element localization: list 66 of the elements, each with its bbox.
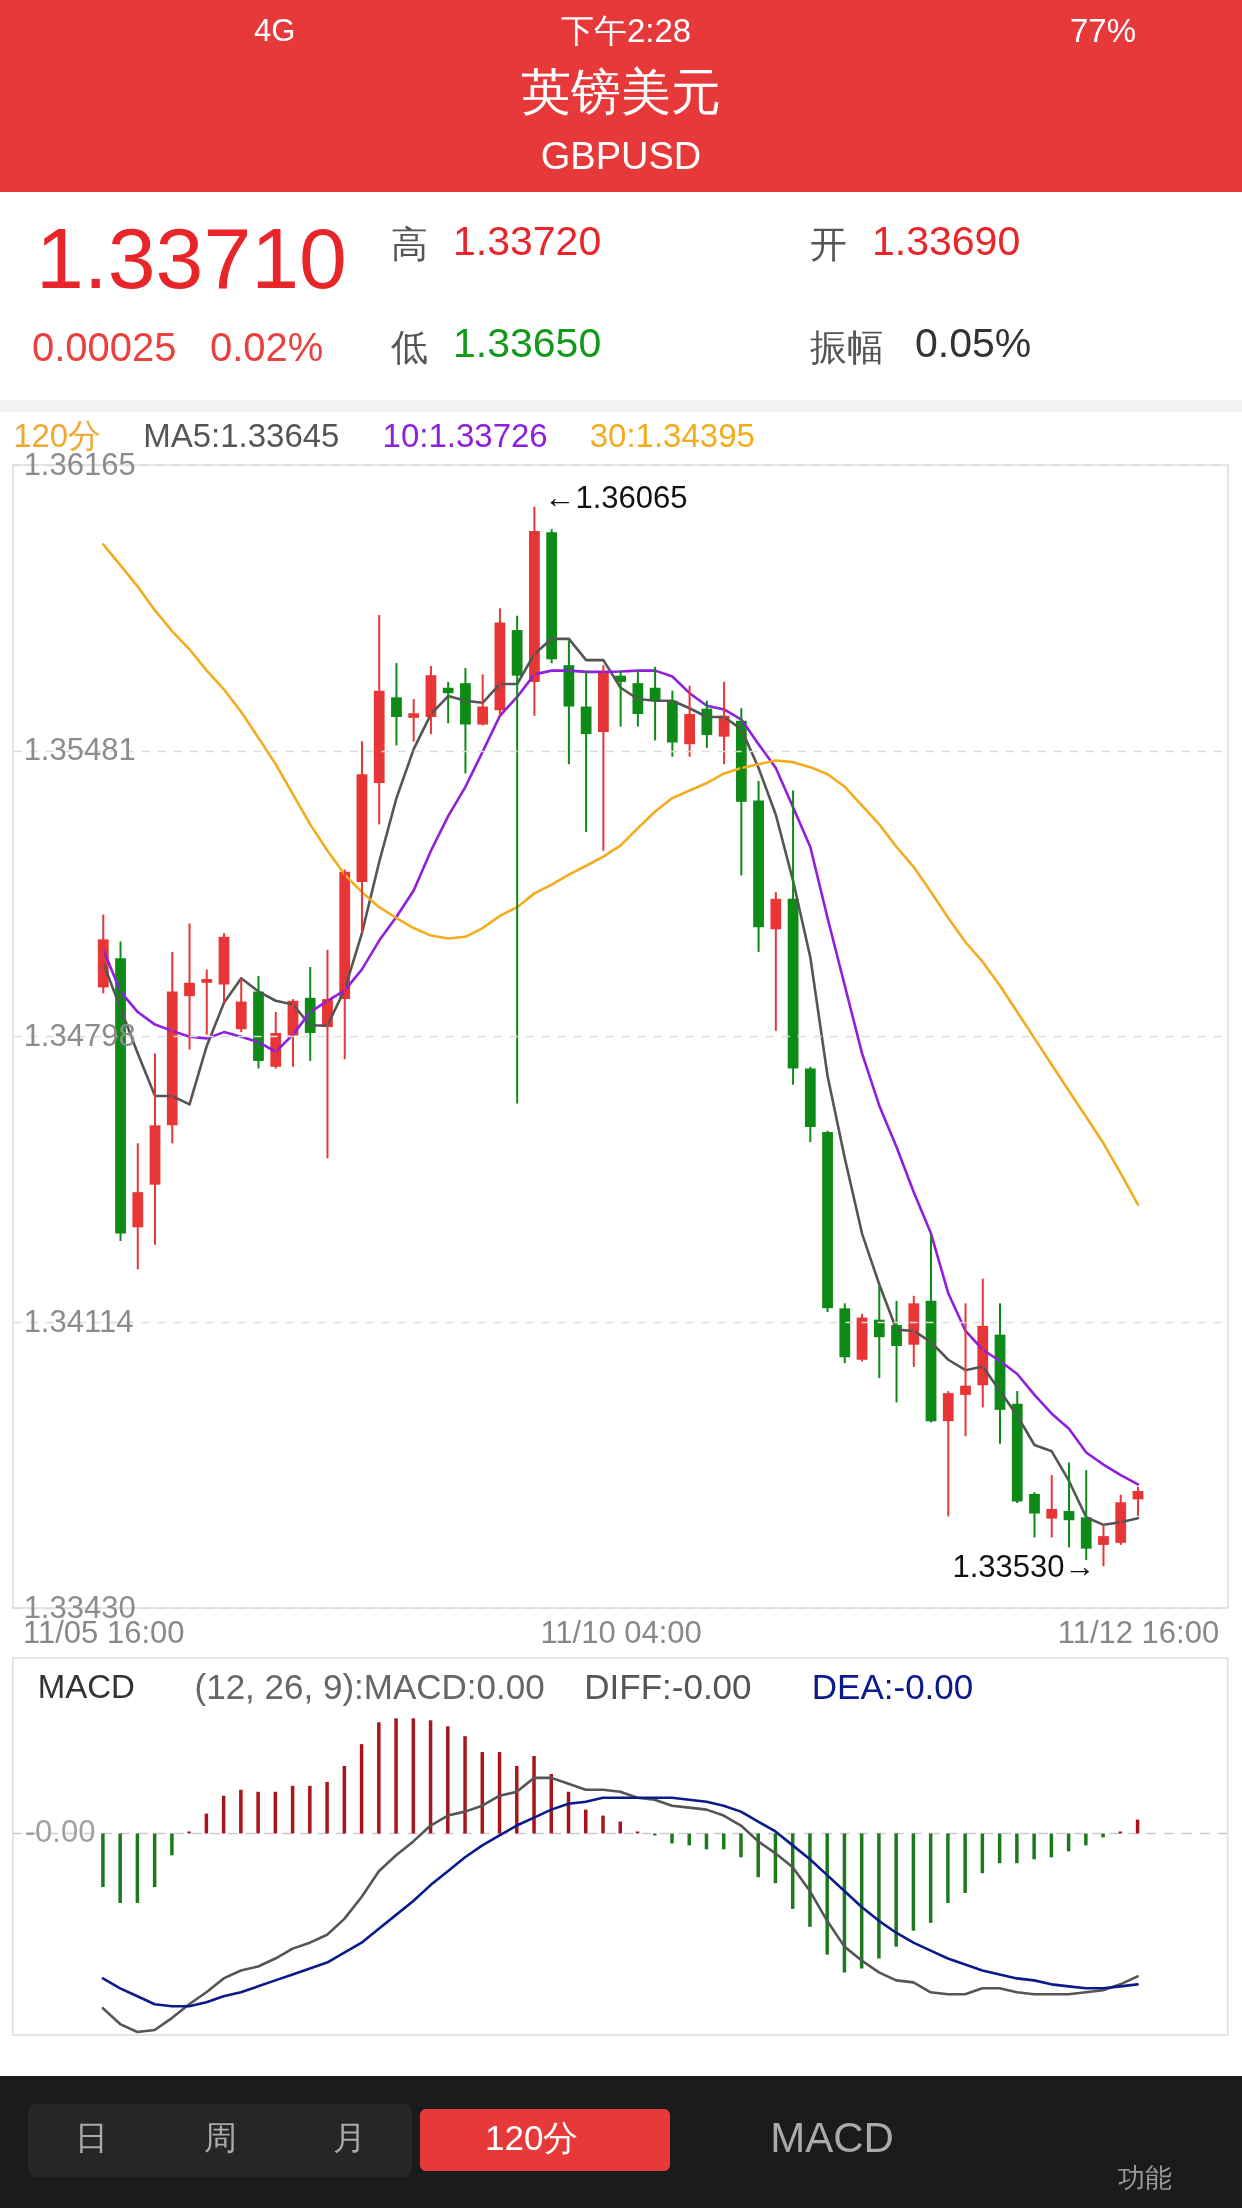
text: 开 [810,224,847,265]
bar [1015,1833,1019,1864]
bar [170,1833,174,1856]
bar [1101,1833,1105,1838]
text: 0.05% [915,320,1032,366]
text: 30:1.34395 [589,417,755,454]
chart-subtitle: (12, 26, 9):MACD:0.00 [194,1667,545,1706]
bar [256,1791,260,1834]
text: 1.33690 [872,218,1021,264]
bar [515,1765,519,1834]
text: DIFF:-0.00 [584,1667,752,1706]
bar [825,1833,829,1955]
candlestick [408,698,420,743]
text: GBPUSD [540,135,702,177]
bar [118,1833,122,1903]
bar [394,1718,398,1834]
bar [325,1781,329,1834]
annotation: ←1.36065 [544,479,688,515]
text: 周 [203,2119,237,2156]
y-tick-label: 1.35481 [23,732,136,768]
text: 月 [332,2119,366,2156]
bar [739,1833,743,1858]
text: 120分 [485,2118,579,2157]
bar [877,1833,881,1959]
bar [239,1789,243,1834]
text: 1.33650 [453,320,602,366]
text: 高 [391,224,428,265]
text: 0.02% [210,325,324,369]
bar [946,1833,950,1903]
text: 功能 [1118,2163,1172,2193]
ref-line-label: -0.00 [24,1814,96,1850]
bar [894,1833,898,1947]
x-tick-label: 11/12 16:00 [1057,1614,1220,1650]
text: DEA:-0.00 [811,1667,974,1706]
text: 1.33720 [453,218,602,264]
text: 日 [74,2119,108,2156]
x-tick-label: 11/10 04:00 [540,1614,702,1650]
bar [808,1833,812,1927]
text: 下午2:28 [560,12,692,49]
bar [308,1785,312,1834]
chart-title: MACD [37,1668,135,1705]
bar [1032,1833,1036,1860]
text: 振幅 [810,327,884,368]
text: 1.33710 [36,210,347,306]
bar [446,1726,450,1834]
text: 英镑美元 [521,64,721,120]
bar [1084,1833,1088,1846]
bar [601,1815,605,1834]
y-tick-label: 1.34114 [23,1303,134,1339]
bar [963,1833,967,1894]
bar [584,1809,588,1834]
text: 低 [391,327,428,368]
bar [377,1722,381,1834]
text: MACD [770,2114,894,2161]
bar [532,1756,536,1834]
bar [463,1736,467,1834]
text: MA5:1.33645 [143,417,340,454]
text: 0.00025 [32,325,177,369]
text: 77% [1070,12,1137,49]
bar [687,1833,691,1846]
bar [670,1833,674,1844]
annotation: 1.33530→ [952,1549,1096,1585]
bar [101,1833,105,1888]
text: 4G [254,13,296,48]
bar [756,1833,760,1878]
text: 10:1.33726 [382,417,548,454]
